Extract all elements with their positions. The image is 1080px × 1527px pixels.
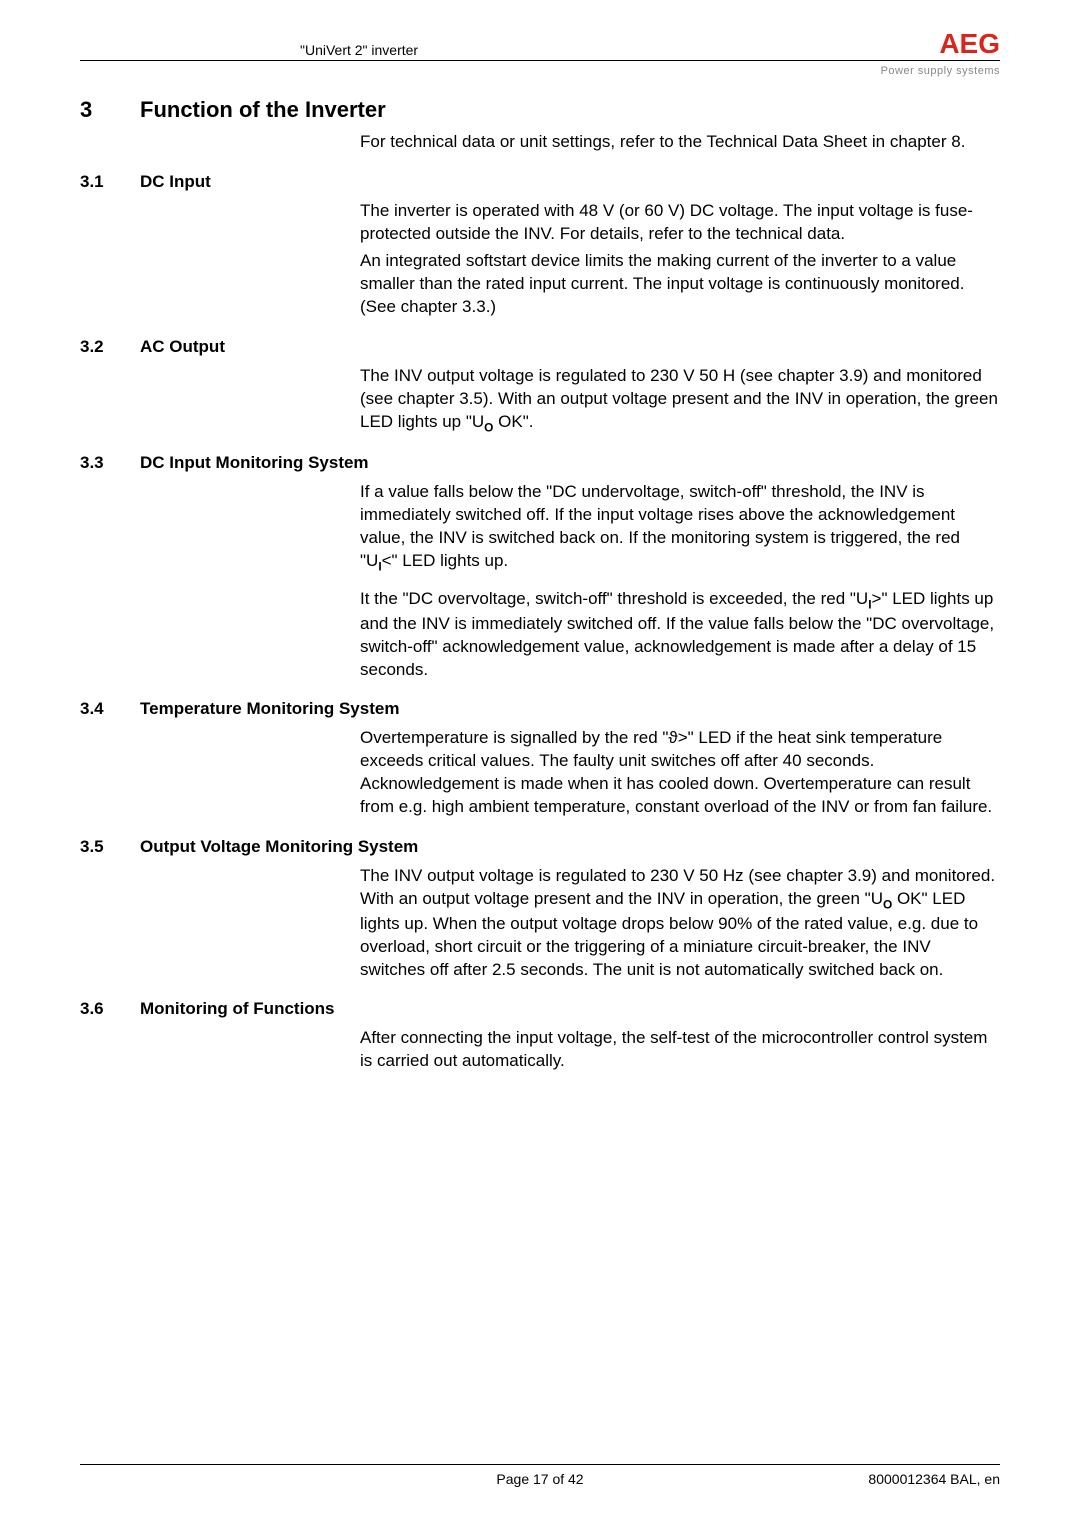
page-header: "UniVert 2" inverter AEG xyxy=(80,30,1000,61)
subsection-3-1: 3.1 DC Input The inverter is operated wi… xyxy=(80,172,1000,319)
paragraph: The INV output voltage is regulated to 2… xyxy=(360,865,1000,981)
subsection-number: 3.5 xyxy=(80,837,140,857)
subsection-3-3: 3.3 DC Input Monitoring System If a valu… xyxy=(80,453,1000,682)
subsection-title: DC Input xyxy=(140,172,211,192)
paragraph: An integrated softstart device limits th… xyxy=(360,250,1000,319)
subsection-number: 3.3 xyxy=(80,453,140,473)
subsection-3-5: 3.5 Output Voltage Monitoring System The… xyxy=(80,837,1000,981)
page-footer: Page 17 of 42 8000012364 BAL, en xyxy=(80,1464,1000,1487)
subsection-title: Temperature Monitoring System xyxy=(140,699,399,719)
subsection-heading: 3.3 DC Input Monitoring System xyxy=(80,453,1000,473)
section-title: Function of the Inverter xyxy=(140,97,386,123)
subsection-heading: 3.5 Output Voltage Monitoring System xyxy=(80,837,1000,857)
subsection-heading: 3.6 Monitoring of Functions xyxy=(80,999,1000,1019)
section-number: 3 xyxy=(80,97,140,123)
subsection-title: DC Input Monitoring System xyxy=(140,453,369,473)
subsection-3-6: 3.6 Monitoring of Functions After connec… xyxy=(80,999,1000,1073)
subsection-number: 3.4 xyxy=(80,699,140,719)
subsection-number: 3.1 xyxy=(80,172,140,192)
paragraph: After connecting the input voltage, the … xyxy=(360,1027,1000,1073)
subscript-o: O xyxy=(883,898,892,912)
subsection-number: 3.2 xyxy=(80,337,140,357)
subsection-heading: 3.2 AC Output xyxy=(80,337,1000,357)
subsection-3-4: 3.4 Temperature Monitoring System Overte… xyxy=(80,699,1000,819)
paragraph: The INV output voltage is regulated to 2… xyxy=(360,365,1000,435)
subsection-heading: 3.1 DC Input xyxy=(80,172,1000,192)
section-intro: For technical data or unit settings, ref… xyxy=(360,131,1000,154)
section-3: 3 Function of the Inverter For technical… xyxy=(80,97,1000,154)
subsection-title: Monitoring of Functions xyxy=(140,999,335,1019)
paragraph: Overtemperature is signalled by the red … xyxy=(360,727,1000,819)
logo-subtitle-row: Power supply systems xyxy=(80,65,1000,77)
page-content: 3 Function of the Inverter For technical… xyxy=(80,97,1000,1073)
aeg-logo: AEG xyxy=(939,30,1000,58)
paragraph: It the "DC overvoltage, switch-off" thre… xyxy=(360,588,1000,681)
subsection-heading: 3.4 Temperature Monitoring System xyxy=(80,699,1000,719)
subsection-3-2: 3.2 AC Output The INV output voltage is … xyxy=(80,337,1000,435)
paragraph: If a value falls below the "DC undervolt… xyxy=(360,481,1000,574)
brand-block: AEG xyxy=(939,30,1000,58)
section-heading: 3 Function of the Inverter xyxy=(80,97,1000,123)
paragraph: The inverter is operated with 48 V (or 6… xyxy=(360,200,1000,246)
subsection-number: 3.6 xyxy=(80,999,140,1019)
subsection-title: Output Voltage Monitoring System xyxy=(140,837,418,857)
doc-title: "UniVert 2" inverter xyxy=(80,42,418,58)
logo-subtitle: Power supply systems xyxy=(80,65,1000,77)
footer-page-number: Page 17 of 42 xyxy=(496,1471,583,1487)
subsection-title: AC Output xyxy=(140,337,225,357)
footer-doc-id: 8000012364 BAL, en xyxy=(868,1471,1000,1487)
